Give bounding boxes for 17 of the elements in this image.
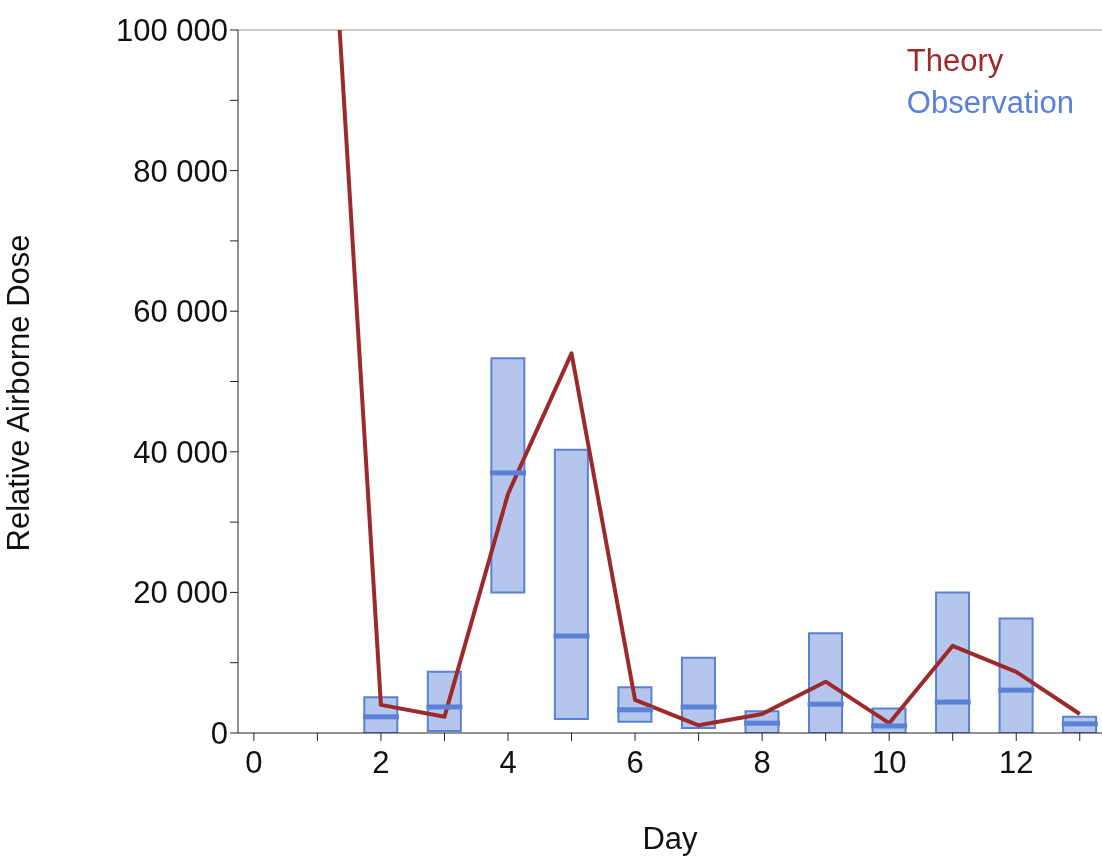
y-tick-label: 40 000 (133, 434, 228, 470)
text: Observation (906, 84, 1074, 122)
y-tick-label: 60 000 (133, 294, 228, 330)
x-tick-label: 4 (499, 745, 517, 781)
x-tick-label: 6 (626, 745, 644, 781)
x-tick-label: 10 (871, 745, 907, 781)
x-tick-label: 2 (372, 745, 390, 781)
text: Theory (906, 42, 1005, 80)
x-tick-label: 8 (753, 745, 771, 781)
x-axis-title: Day (642, 821, 699, 856)
y-tick-label: 0 (210, 716, 228, 752)
y-tick-label: 80 000 (133, 153, 228, 189)
y-tick-label: 100 000 (115, 13, 228, 49)
x-tick-label: 12 (998, 745, 1034, 781)
x-tick-label: 0 (245, 745, 263, 781)
y-axis-title: Relative Airborne Dose (1, 234, 37, 552)
y-tick-label: 20 000 (133, 575, 228, 611)
